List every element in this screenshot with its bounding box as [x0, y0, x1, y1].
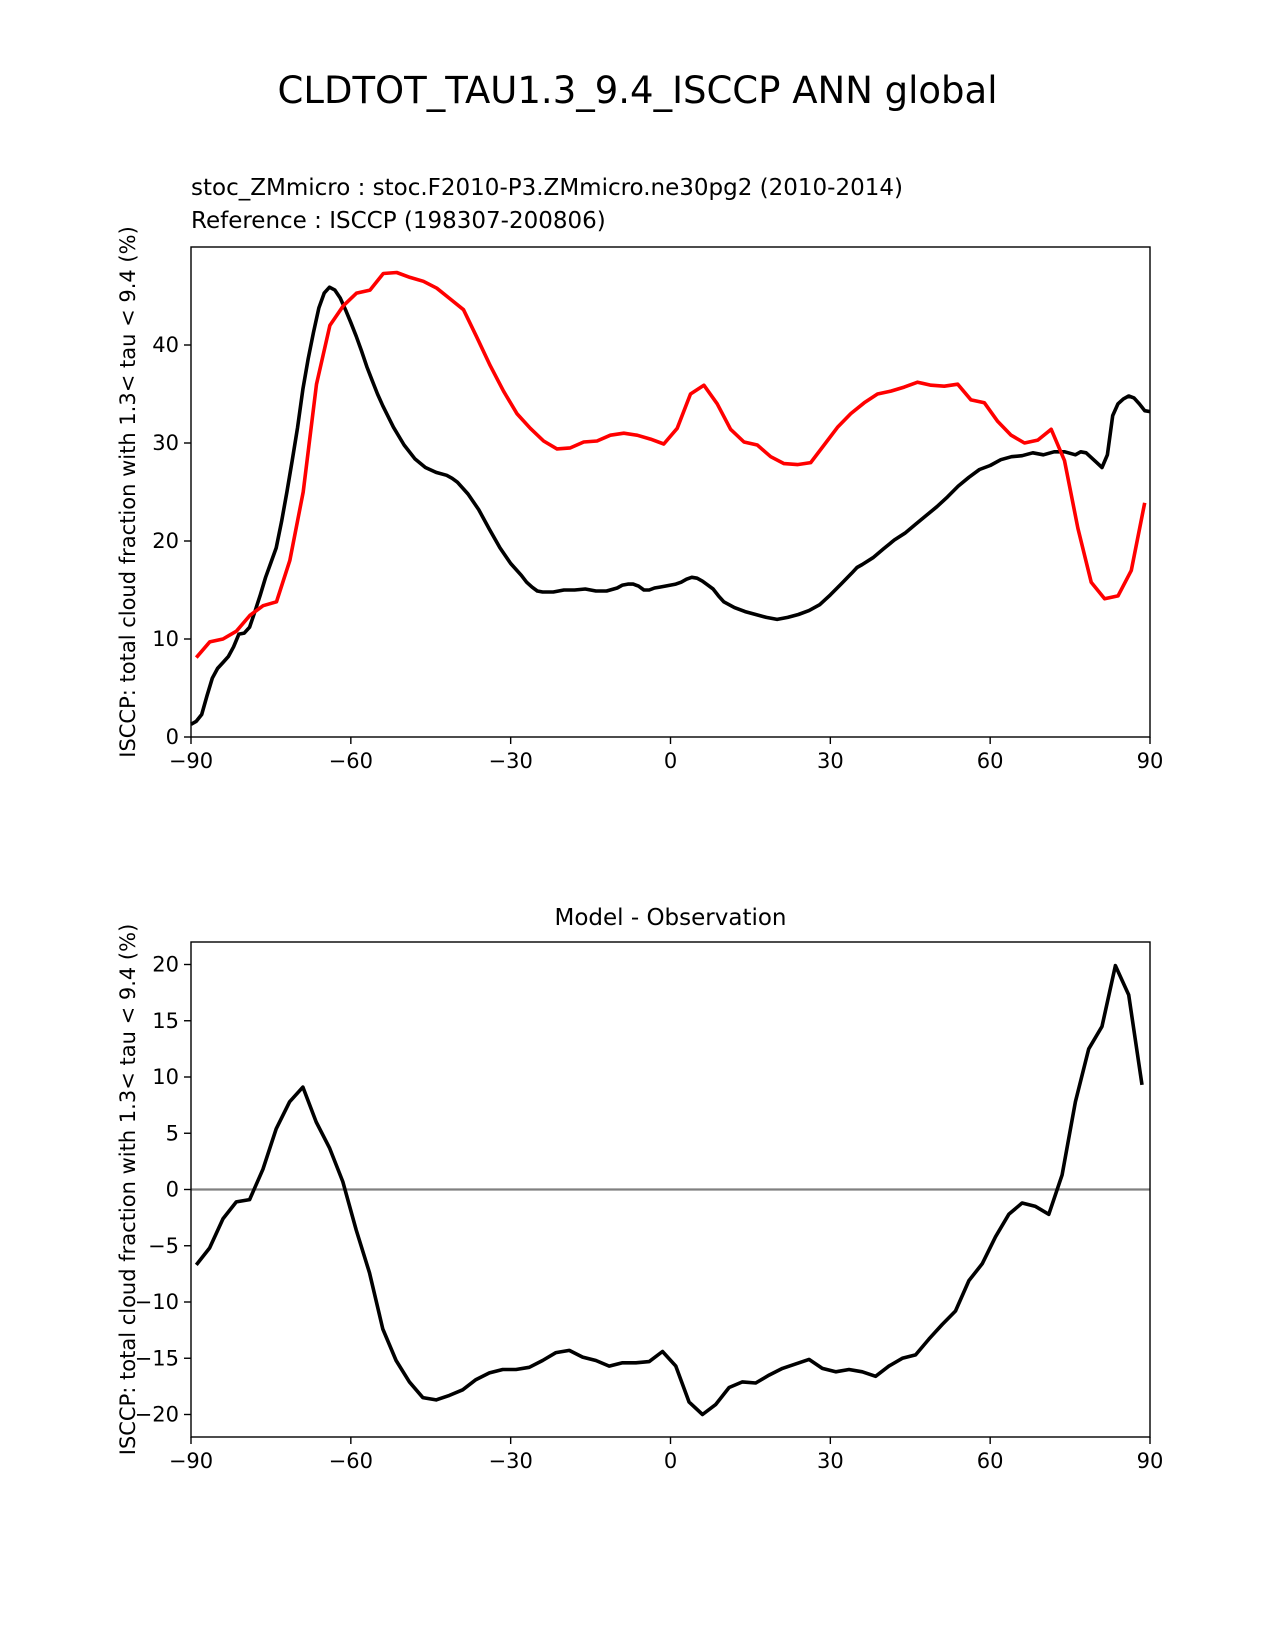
y-tick-label: −10	[135, 1290, 179, 1314]
y-axis-label: ISCCP: total cloud fraction with 1.3< ta…	[116, 924, 140, 1456]
test-subtitle: stoc_ZMmicro : stoc.F2010-P3.ZMmicro.ne3…	[191, 175, 903, 201]
y-tick-label: −5	[148, 1234, 179, 1258]
x-tick-label: −30	[489, 749, 533, 773]
x-tick-label: −60	[329, 1449, 373, 1473]
series-line-1	[194, 270, 1147, 659]
series-line-0	[194, 963, 1144, 1417]
y-tick-label: −20	[135, 1403, 179, 1427]
x-tick-label: 30	[817, 749, 844, 773]
x-tick-label: −30	[489, 1449, 533, 1473]
figure-title: CLDTOT_TAU1.3_9.4_ISCCP ANN global	[277, 69, 998, 112]
x-tick-label: −90	[169, 749, 213, 773]
y-tick-label: 10	[152, 627, 179, 651]
y-tick-label: 15	[152, 1009, 179, 1033]
y-tick-label: 20	[152, 529, 179, 553]
y-axis-label: ISCCP: total cloud fraction with 1.3< ta…	[116, 226, 140, 758]
difference-panel-title: Model - Observation	[554, 905, 787, 931]
x-tick-label: 0	[664, 749, 677, 773]
y-tick-label: 10	[152, 1065, 179, 1089]
x-tick-label: 30	[817, 1449, 844, 1473]
x-tick-label: 60	[977, 749, 1004, 773]
series-line-0	[190, 285, 1151, 726]
x-tick-label: 90	[1137, 749, 1164, 773]
y-tick-label: 0	[166, 1178, 179, 1202]
y-tick-label: 40	[152, 333, 179, 357]
y-tick-label: 0	[166, 725, 179, 749]
y-tick-label: 20	[152, 953, 179, 977]
difference-panel: −90 −60 −30 0 30 60 90 −20 −15 −10 −5 0 5 10 15 20 ISCCP…	[116, 924, 1163, 1473]
y-tick-label: 5	[166, 1121, 179, 1145]
x-tick-label: 60	[977, 1449, 1004, 1473]
x-tick-label: −60	[329, 749, 373, 773]
x-tick-label: −90	[169, 1449, 213, 1473]
x-tick-label: 90	[1137, 1449, 1164, 1473]
y-tick-label: −15	[135, 1346, 179, 1370]
reference-subtitle: Reference : ISCCP (198307-200806)	[191, 208, 606, 234]
x-tick-label: 0	[664, 1449, 677, 1473]
upper-panel: −90 −60 −30 0 30 60 90 0 10 20 30 40 ISCCP: total cl…	[116, 226, 1163, 773]
y-tick-label: 30	[152, 431, 179, 455]
